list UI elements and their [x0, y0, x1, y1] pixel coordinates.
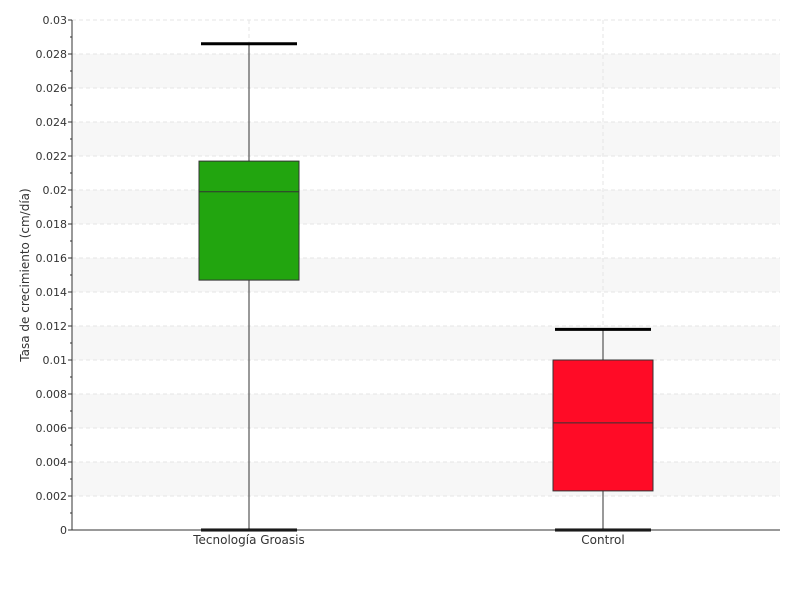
- y-tick-label: 0.018: [36, 218, 68, 231]
- grid-bands: [72, 54, 780, 496]
- y-tick-label: 0.012: [36, 320, 68, 333]
- y-tick-label: 0.028: [36, 48, 68, 61]
- y-tick-label: 0.024: [36, 116, 68, 129]
- y-tick-label: 0.01: [43, 354, 68, 367]
- grid-band: [72, 54, 780, 88]
- x-axis-labels: Tecnología Groasis Control: [192, 533, 624, 547]
- iqr-box: [552, 359, 654, 492]
- grid-band: [72, 326, 780, 360]
- y-axis-ticks: 0 0.002 0.004 0.006 0.008 0.01 0.012 0.014 0.016…: [36, 14, 72, 537]
- y-tick-label: 0.008: [36, 388, 68, 401]
- y-tick-label: 0.002: [36, 490, 68, 503]
- box-series: [198, 42, 654, 532]
- grid-band: [72, 190, 780, 224]
- grid-band: [72, 394, 780, 428]
- y-tick-label: 0.016: [36, 252, 68, 265]
- y-tick-label: 0.022: [36, 150, 68, 163]
- y-tick-label: 0.014: [36, 286, 68, 299]
- y-tick-label: 0.004: [36, 456, 68, 469]
- x-category-label: Control: [581, 533, 624, 547]
- x-category-label: Tecnología Groasis: [192, 533, 305, 547]
- grid-band: [72, 122, 780, 156]
- grid-band: [72, 258, 780, 292]
- y-tick-label: 0.006: [36, 422, 68, 435]
- y-tick-label: 0.02: [43, 184, 68, 197]
- box-group: [198, 42, 300, 532]
- iqr-box: [198, 160, 300, 281]
- y-axis-title: Tasa de crecimiento (cm/día): [18, 188, 32, 362]
- grid-band: [72, 462, 780, 496]
- y-tick-label: 0.03: [43, 14, 68, 27]
- y-tick-label: 0.026: [36, 82, 68, 95]
- y-tick-label: 0: [60, 524, 67, 537]
